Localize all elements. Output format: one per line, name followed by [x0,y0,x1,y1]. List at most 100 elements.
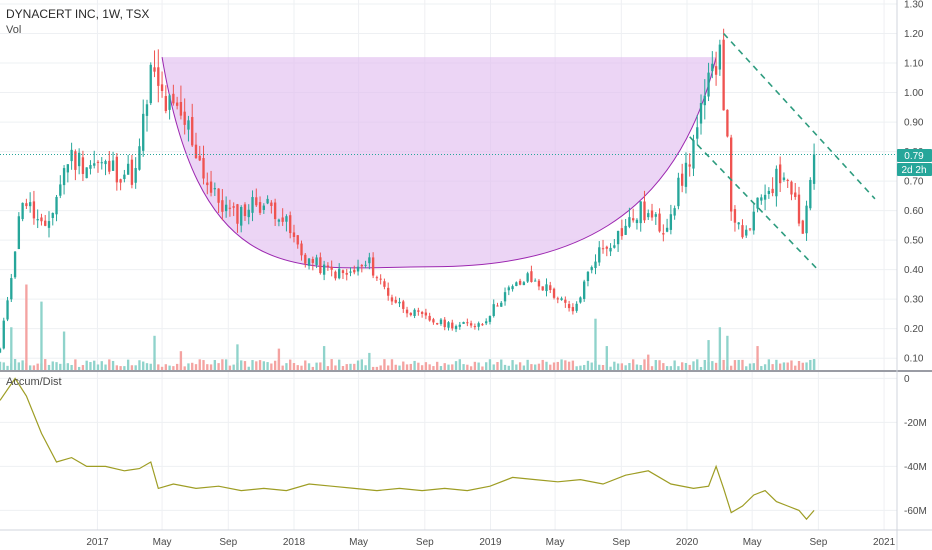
volume-bar [96,364,100,370]
volume-bar [669,366,673,370]
volume-bar [349,363,352,370]
indicator-legend[interactable]: Accum/Dist [6,376,62,388]
price-tick-label: 0.40 [904,265,924,276]
volume-bar [552,362,556,370]
volume-bar [153,335,156,370]
candle-body [632,218,635,221]
candle-body [745,229,748,236]
volume-bar [477,362,480,370]
volume-bar [149,363,152,370]
volume-bar [801,362,804,370]
candle-body [123,174,126,180]
candle-body [17,216,21,250]
candle-body [145,104,149,116]
volume-bar [77,366,81,370]
volume-bar [624,365,627,370]
volume-bar [17,362,21,370]
volume-bar [537,363,541,370]
candle-body [93,163,96,166]
volume-bar [681,362,684,370]
candle-body [398,301,401,304]
volume-bar [304,360,307,370]
candle-body [341,270,345,274]
candle-body [703,95,706,106]
candle-body [281,217,284,222]
candle-body [684,162,688,187]
volume-bar [485,362,488,370]
candle-body [469,323,473,326]
volume-bar [500,359,503,370]
candle-body [696,127,699,139]
volume-bar [526,359,529,370]
volume-bar [32,365,36,370]
candle-body [447,322,450,328]
volume-bar [36,363,39,370]
candle-body [786,179,789,181]
candle-body [360,265,363,267]
candle-body [714,66,718,75]
volume-bar [273,360,277,370]
volume-bar [703,359,706,370]
candle-body [111,160,115,171]
volume-bar [677,366,680,370]
indicator-tick-label: 0 [904,374,910,385]
candle-body [77,152,81,167]
volume-bar [59,363,62,370]
volume-bar [466,364,469,370]
candle-body [526,273,529,282]
candle-body [662,233,665,235]
volume-bar [111,360,115,370]
volume-bar [522,365,526,370]
candle-body [168,95,171,110]
volume-bar [771,364,774,370]
volume-bar [292,363,296,370]
indicator-tick-label: -60M [904,506,927,517]
volume-bar [44,359,47,370]
candle-body [262,205,265,210]
volume-bar [571,360,575,370]
volume-bar [334,365,337,370]
candle-body [748,228,752,230]
candle-body [594,261,597,269]
volume-bar [451,364,454,370]
volume-bar [81,365,85,370]
candle-body [492,304,495,316]
volume-bar [590,362,593,370]
indicator-axis[interactable]: 0 -20M -40M -60M [904,374,927,517]
volume-bar [2,362,5,370]
symbol-title[interactable]: DYNACERT INC, 1W, TSX [6,7,149,21]
volume-bar [752,363,755,370]
candle-body [251,197,254,213]
volume-bar [134,365,137,370]
candle-body [763,194,767,200]
time-tick-label: 2017 [86,537,109,548]
candle-body [375,277,379,279]
candle-body [756,197,759,209]
candle-body [586,271,590,282]
price-tick-label: 0.60 [904,206,924,217]
candle-body [36,219,39,221]
candle-body [639,201,642,224]
candle-body [81,157,85,174]
volume-bar [707,340,710,370]
candle-body [737,222,740,225]
candle-body [782,177,786,180]
candle-body [541,286,544,291]
candle-body [115,156,119,183]
volume-bar [756,346,759,370]
volume-bar [650,366,654,370]
candle-body [420,311,424,314]
volume-legend[interactable]: Vol [6,24,21,36]
trend-line [723,32,876,200]
candle-body [300,243,303,256]
candle-body [390,297,394,302]
candle-body [258,202,262,213]
time-axis[interactable]: 2017 May Sep 2018 May Sep 2019 May Sep 2020 May Sep… [86,537,895,548]
volume-bar [733,360,737,370]
candle-body [707,72,710,97]
time-tick-label: May [349,537,368,548]
volume-bar [160,366,164,370]
candle-body [319,257,322,274]
candle-body [285,216,288,222]
